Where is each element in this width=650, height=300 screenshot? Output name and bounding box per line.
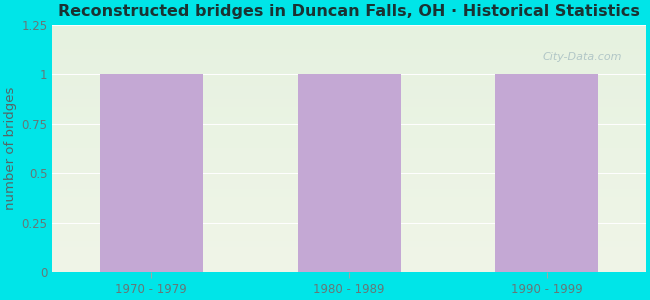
Text: City-Data.com: City-Data.com: [543, 52, 622, 62]
Bar: [100, 74, 203, 272]
Y-axis label: number of bridges: number of bridges: [4, 87, 17, 210]
Bar: [495, 74, 599, 272]
Title: Reconstructed bridges in Duncan Falls, OH · Historical Statistics: Reconstructed bridges in Duncan Falls, O…: [58, 4, 640, 19]
Bar: [298, 74, 400, 272]
